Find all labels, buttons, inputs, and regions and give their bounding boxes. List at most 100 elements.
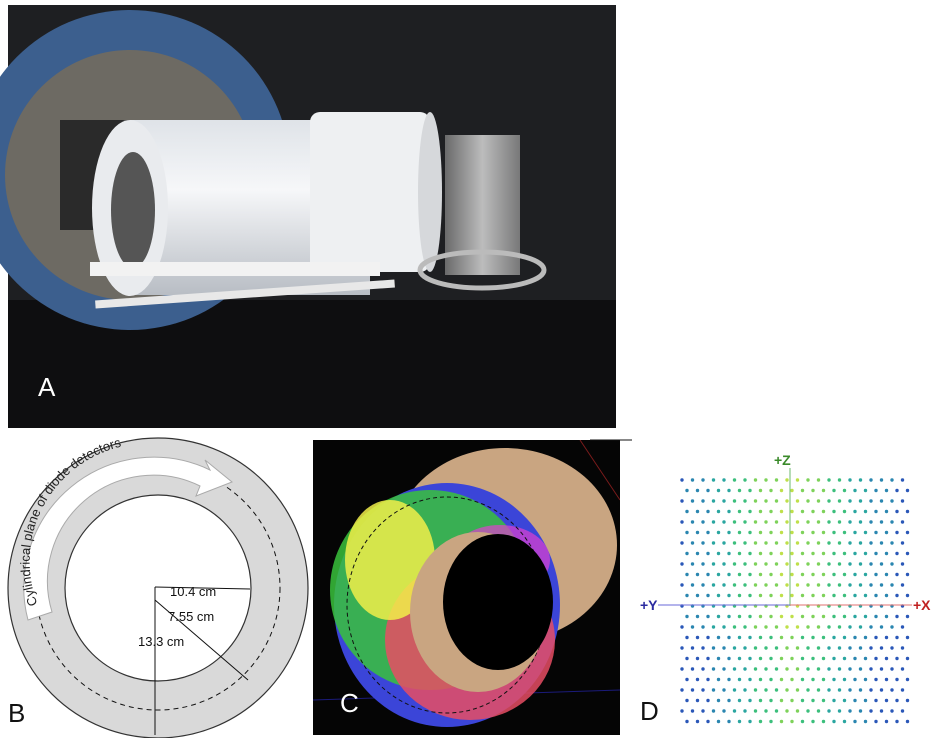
detector-dot: [722, 688, 725, 691]
detector-dot: [864, 594, 867, 597]
detector-dot: [806, 562, 809, 565]
detector-dot: [838, 709, 841, 712]
detector-dot: [775, 562, 778, 565]
detector-dot: [869, 499, 872, 502]
detector-dot: [691, 562, 694, 565]
detector-dot: [832, 573, 835, 576]
detector-dot: [817, 625, 820, 628]
detector-dot: [727, 510, 730, 513]
detector-dot: [906, 531, 909, 534]
detector-dot: [743, 709, 746, 712]
detector-dot: [717, 636, 720, 639]
detector-dot: [738, 489, 741, 492]
detector-dot: [727, 699, 730, 702]
detector-dot: [885, 636, 888, 639]
detector-dot: [717, 573, 720, 576]
detector-dot: [764, 688, 767, 691]
detector-dot: [727, 594, 730, 597]
detector-dot: [859, 583, 862, 586]
detector-dot: [885, 531, 888, 534]
detector-dot: [680, 709, 683, 712]
detector-dot: [717, 510, 720, 513]
detector-dot: [832, 594, 835, 597]
detector-dot: [706, 699, 709, 702]
detector-dot: [738, 699, 741, 702]
detector-dot: [691, 709, 694, 712]
detector-dot: [717, 531, 720, 534]
detector-dot: [895, 531, 898, 534]
detector-dot: [717, 489, 720, 492]
detector-dot: [827, 562, 830, 565]
detector-dot: [733, 562, 736, 565]
detector-dot: [848, 646, 851, 649]
detector-dot: [885, 552, 888, 555]
detector-dot: [848, 562, 851, 565]
detector-dot: [853, 510, 856, 513]
detector-dot: [848, 583, 851, 586]
detector-dot: [685, 678, 688, 681]
detector-dot: [712, 709, 715, 712]
detector-dot: [691, 625, 694, 628]
detector-dot: [801, 678, 804, 681]
detector-dot: [754, 478, 757, 481]
detector-dot: [743, 646, 746, 649]
detector-dot: [869, 667, 872, 670]
detector-dot: [796, 478, 799, 481]
stand: [90, 262, 380, 276]
detector-dot: [817, 478, 820, 481]
detector-dot: [895, 657, 898, 660]
detector-dot: [874, 615, 877, 618]
detector-dot: [680, 583, 683, 586]
detector-dot: [759, 720, 762, 723]
detector-dot: [780, 573, 783, 576]
detector-dot: [848, 520, 851, 523]
detector-dot: [769, 510, 772, 513]
detector-dot: [874, 510, 877, 513]
detector-dot: [869, 709, 872, 712]
detector-dot: [759, 531, 762, 534]
detector-dot: [769, 678, 772, 681]
detector-dot: [885, 573, 888, 576]
detector-dot: [780, 489, 783, 492]
detector-dot: [696, 510, 699, 513]
detector-dot: [864, 552, 867, 555]
detector-dot: [874, 657, 877, 660]
detector-dot: [817, 646, 820, 649]
detector-dot: [785, 478, 788, 481]
detector-dot: [859, 709, 862, 712]
detector-dot: [754, 646, 757, 649]
detector-dot: [722, 646, 725, 649]
detector-dot: [785, 625, 788, 628]
detector-dot: [827, 541, 830, 544]
detector-dot: [874, 573, 877, 576]
detector-dot: [880, 583, 883, 586]
detector-dot: [764, 520, 767, 523]
detector-dot: [817, 709, 820, 712]
detector-dot: [696, 531, 699, 534]
detector-dot: [890, 478, 893, 481]
detector-dot: [864, 615, 867, 618]
detector-dot: [869, 688, 872, 691]
detector-dot: [790, 489, 793, 492]
detector-dot: [817, 583, 820, 586]
detector-dot: [890, 583, 893, 586]
detector-dot: [680, 667, 683, 670]
detector-dot: [811, 636, 814, 639]
detector-dot: [717, 615, 720, 618]
detector-dot: [885, 699, 888, 702]
detector-dot: [680, 541, 683, 544]
detector-dot: [848, 625, 851, 628]
detector-dot: [853, 615, 856, 618]
detector-dot: [822, 552, 825, 555]
detector-dot: [901, 520, 904, 523]
detector-dot: [801, 615, 804, 618]
detector-dot: [790, 615, 793, 618]
detector-dot: [780, 594, 783, 597]
detector-dot: [759, 699, 762, 702]
detector-dot: [685, 636, 688, 639]
detector-dot: [843, 489, 846, 492]
detector-dot: [775, 499, 778, 502]
detector-dot: [890, 562, 893, 565]
detector-dot: [801, 699, 804, 702]
detector-dot: [822, 657, 825, 660]
